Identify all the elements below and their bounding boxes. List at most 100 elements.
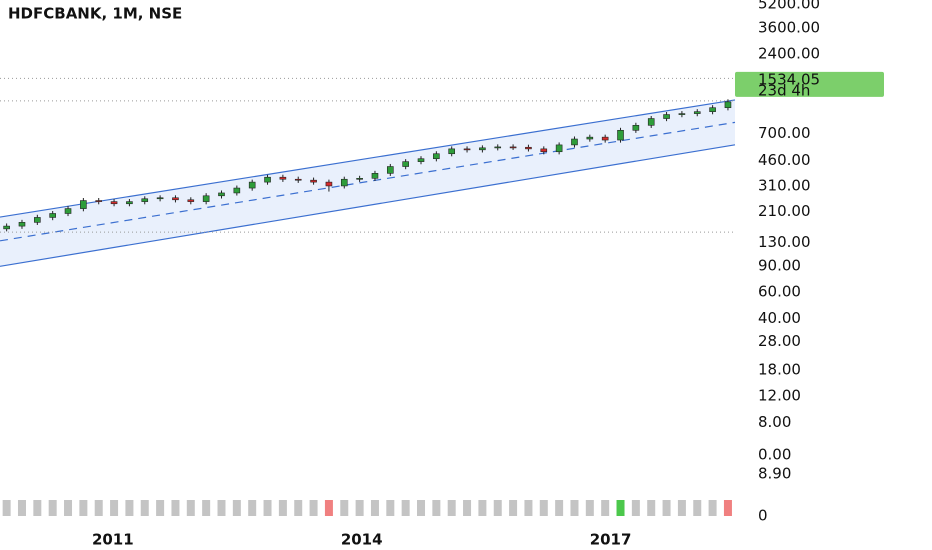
candle-body	[80, 200, 87, 209]
y-tick-label: 3600.00	[758, 18, 820, 36]
candle-body	[126, 201, 133, 205]
y-tick-label: 310.00	[758, 177, 811, 195]
volume-bar	[509, 500, 518, 516]
candle-body	[202, 195, 210, 202]
y-tick-label: 18.00	[758, 360, 801, 378]
candle-body	[525, 146, 532, 150]
volume-bar	[202, 500, 211, 516]
candle-body	[110, 201, 118, 205]
volume-bar	[447, 500, 456, 516]
candle-body	[141, 198, 149, 202]
volume-bar	[355, 500, 364, 516]
candle-body	[172, 197, 179, 201]
volume-bar	[478, 500, 487, 516]
candle-body	[601, 136, 609, 141]
volume-bar	[17, 500, 26, 516]
volume-bar	[616, 500, 625, 516]
volume-bar	[263, 500, 272, 516]
y-tick-label: 60.00	[758, 283, 801, 301]
volume-bar	[94, 500, 103, 516]
candle-body	[433, 153, 440, 160]
chart-title: HDFCBANK, 1M, NSE	[8, 5, 182, 23]
candle-body	[724, 101, 732, 109]
candle-body	[340, 178, 348, 187]
volume-bar	[601, 500, 610, 516]
volume-bar	[647, 500, 656, 516]
volume-bar	[48, 500, 57, 516]
volume-bar	[708, 500, 717, 516]
candle-body	[325, 181, 333, 187]
candle-body	[95, 200, 103, 202]
candle-body	[647, 118, 655, 126]
price-label: 1534.05	[758, 70, 820, 88]
y-tick-label: 28.00	[758, 332, 801, 350]
volume-bar	[401, 500, 410, 516]
volume-bar	[125, 500, 134, 516]
candle-body	[371, 173, 379, 179]
candle-body	[3, 225, 10, 230]
y-tick-label: 2400.00	[758, 44, 820, 62]
volume-bar	[432, 500, 441, 516]
candle-body	[448, 148, 456, 155]
channel-middle	[0, 121, 736, 242]
candle-body	[34, 217, 41, 223]
candle-body	[64, 208, 72, 214]
channel-lower	[0, 144, 736, 267]
candle-body	[571, 138, 578, 146]
volume-bar	[217, 500, 226, 516]
candle-body	[693, 111, 701, 114]
y-tick-label: 130.00	[758, 233, 811, 251]
candle-body	[387, 166, 394, 174]
axis-label: 0.00	[758, 446, 791, 464]
y-tick-label: 40.00	[758, 309, 801, 327]
y-tick-label: 460.00	[758, 151, 811, 169]
y-tick-label: 12.00	[758, 387, 801, 405]
volume-bar	[79, 500, 88, 516]
volume-bar	[340, 500, 349, 516]
candle-body	[187, 199, 195, 202]
candle-body	[509, 146, 517, 149]
candle-body	[356, 178, 363, 180]
volume-bar	[64, 500, 73, 516]
candle-body	[218, 192, 225, 197]
candle-body	[463, 148, 471, 151]
candle-body	[586, 136, 594, 140]
volume-bar	[33, 500, 42, 516]
y-tick-label: 8.00	[758, 413, 791, 431]
axis-label: 8.90	[758, 465, 791, 483]
volume-bar	[309, 500, 318, 516]
candle-body	[49, 213, 56, 218]
volume-bar	[324, 500, 333, 516]
price-tag	[735, 71, 884, 97]
candle-body	[233, 187, 241, 194]
candle-body	[248, 181, 256, 189]
channel-upper	[0, 99, 736, 218]
y-tick-label: 90.00	[758, 257, 801, 275]
volume-bar	[524, 500, 533, 516]
x-tick-label: 2014	[341, 531, 383, 549]
candle-body	[294, 178, 302, 181]
candle-body	[494, 146, 502, 149]
volume-bar	[171, 500, 180, 516]
volume-bar	[662, 500, 671, 516]
candle-body	[279, 176, 287, 180]
y-tick-label: 210.00	[758, 202, 811, 220]
candle-body	[678, 113, 686, 115]
candle-body	[417, 158, 425, 162]
volume-bar	[493, 500, 502, 516]
candle-body	[264, 176, 271, 183]
candle-body	[632, 125, 640, 131]
volume-bar	[370, 500, 379, 516]
y-tick-label: 5200.00	[758, 0, 820, 13]
volume-bar	[294, 500, 303, 516]
x-tick-label: 2011	[92, 531, 134, 549]
volume-bar	[585, 500, 594, 516]
candle-body	[402, 161, 409, 167]
candle-body	[310, 179, 317, 183]
candle-body	[540, 148, 548, 153]
channel-fill	[0, 99, 735, 267]
volume-bar	[110, 500, 119, 516]
volume-bar	[631, 500, 640, 516]
volume-bar	[417, 500, 426, 516]
